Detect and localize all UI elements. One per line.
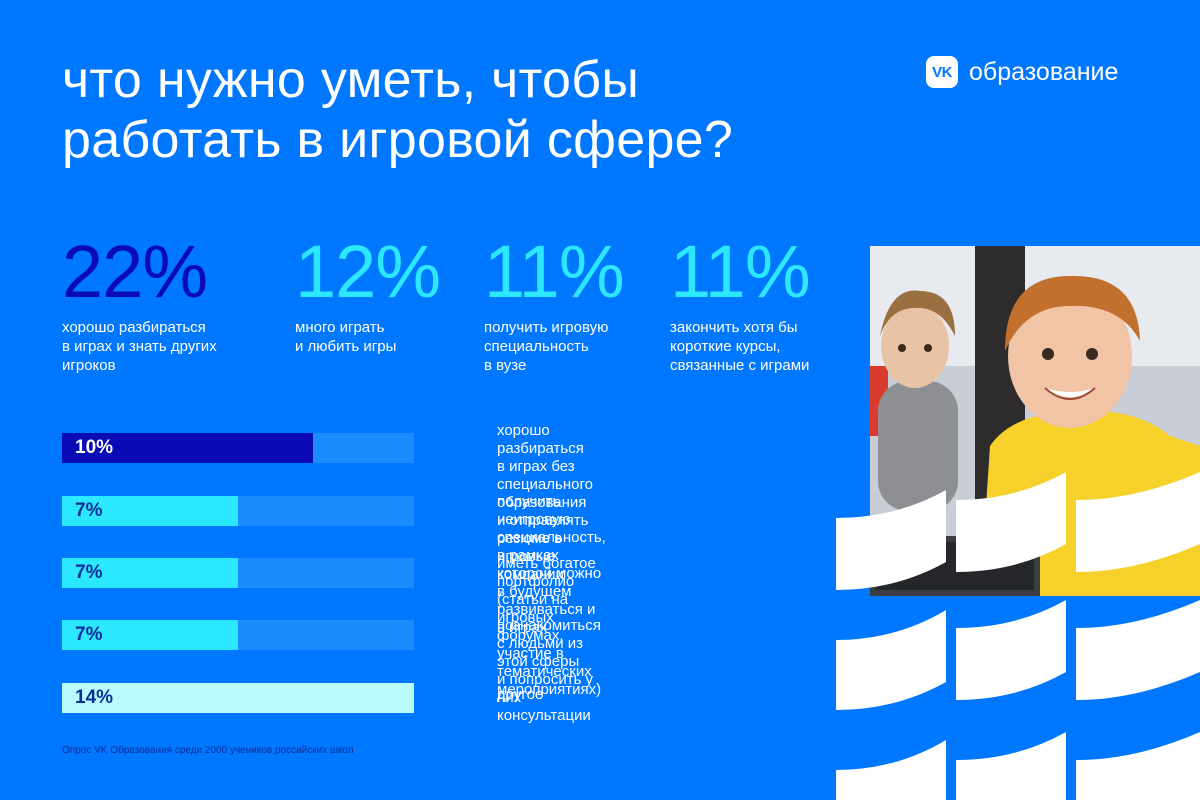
stat-4: 11% закончить хотя бы короткие курсы, св… (670, 230, 811, 375)
bar-track: 7% (62, 558, 414, 588)
stat-label: получить игровую специальность в вузе (484, 319, 609, 374)
stat-value: 11% (670, 230, 811, 313)
bar-track: 7% (62, 496, 414, 526)
stat-value: 12% (295, 230, 441, 313)
bar-category-label: иметь богатое портфолио (статьи на игров… (497, 555, 602, 698)
bar-fill (62, 433, 314, 463)
page-title: что нужно уметь, чтобы работать в игрово… (62, 50, 822, 170)
title-line-2: работать в игровой сфере? (62, 111, 734, 169)
title-line-1: что нужно уметь, чтобы (62, 51, 640, 109)
bar-track: 14% (62, 683, 414, 713)
decorative-white-shapes (836, 472, 1200, 800)
bar-value-label: 10% (75, 437, 114, 458)
stat-1: 22% хорошо разбираться в играх и знать д… (62, 232, 217, 375)
stat-2: 12% много играть и любить игры (295, 230, 441, 356)
bar-category-label: познакомиться с людьми из этой сферы и п… (497, 617, 601, 724)
bar-value-label: 7% (75, 562, 103, 583)
footnote: Опрос VK Образования среди 2000 учеников… (62, 745, 354, 756)
stat-value: 22% (62, 230, 208, 313)
logo-text: образование (969, 58, 1119, 86)
bar-value-label: 7% (75, 624, 103, 645)
bar-category-label: получить неигровую специальность, в рамк… (497, 493, 606, 636)
bar-track: 10% (62, 433, 414, 463)
bar-fill (62, 558, 238, 588)
bar-track: 7% (62, 620, 414, 650)
stat-label: много играть и любить игры (295, 319, 397, 355)
stat-value: 11% (484, 230, 625, 313)
stat-label: закончить хотя бы короткие курсы, связан… (670, 319, 810, 374)
stat-label: хорошо разбираться в играх и знать други… (62, 319, 217, 374)
bar-category-label: хорошо разбираться в играх без специальн… (497, 422, 593, 583)
vk-logo-icon: VK (926, 56, 958, 88)
bar-category-label: другое (497, 686, 544, 703)
bar-value-label: 14% (75, 687, 114, 708)
stat-3: 11% получить игровую специальность в вуз… (484, 230, 625, 375)
bar-fill (62, 496, 238, 526)
bar-fill (62, 683, 414, 713)
bar-fill (62, 620, 238, 650)
vk-education-logo: VK образование (926, 55, 1118, 89)
bar-value-label: 7% (75, 500, 103, 521)
